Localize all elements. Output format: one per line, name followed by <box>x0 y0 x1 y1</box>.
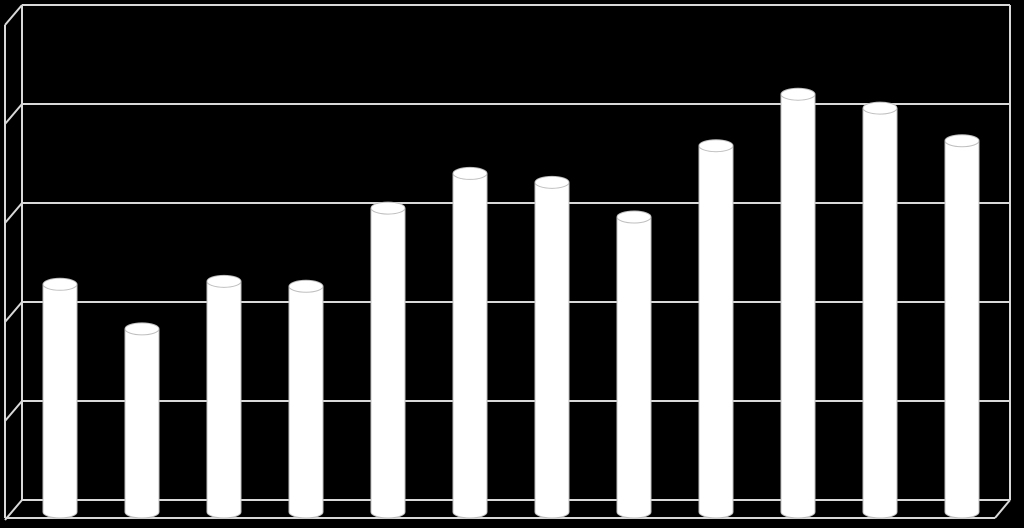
bar <box>616 210 652 519</box>
grid-line-side <box>4 400 23 422</box>
bar <box>862 101 898 519</box>
grid-line-side <box>4 202 23 224</box>
bar <box>42 277 78 519</box>
bar <box>698 139 734 519</box>
bar <box>944 134 980 519</box>
bar <box>206 274 242 519</box>
bar <box>370 201 406 519</box>
grid-line-side <box>4 4 23 26</box>
grid-line-side <box>4 499 23 521</box>
bar <box>288 279 324 519</box>
grid-line-side <box>4 301 23 323</box>
grid-line-side <box>4 103 23 125</box>
bar <box>452 166 488 519</box>
floor-edge <box>994 499 1011 519</box>
bar <box>780 87 816 519</box>
bar <box>124 322 160 519</box>
bar <box>534 175 570 519</box>
